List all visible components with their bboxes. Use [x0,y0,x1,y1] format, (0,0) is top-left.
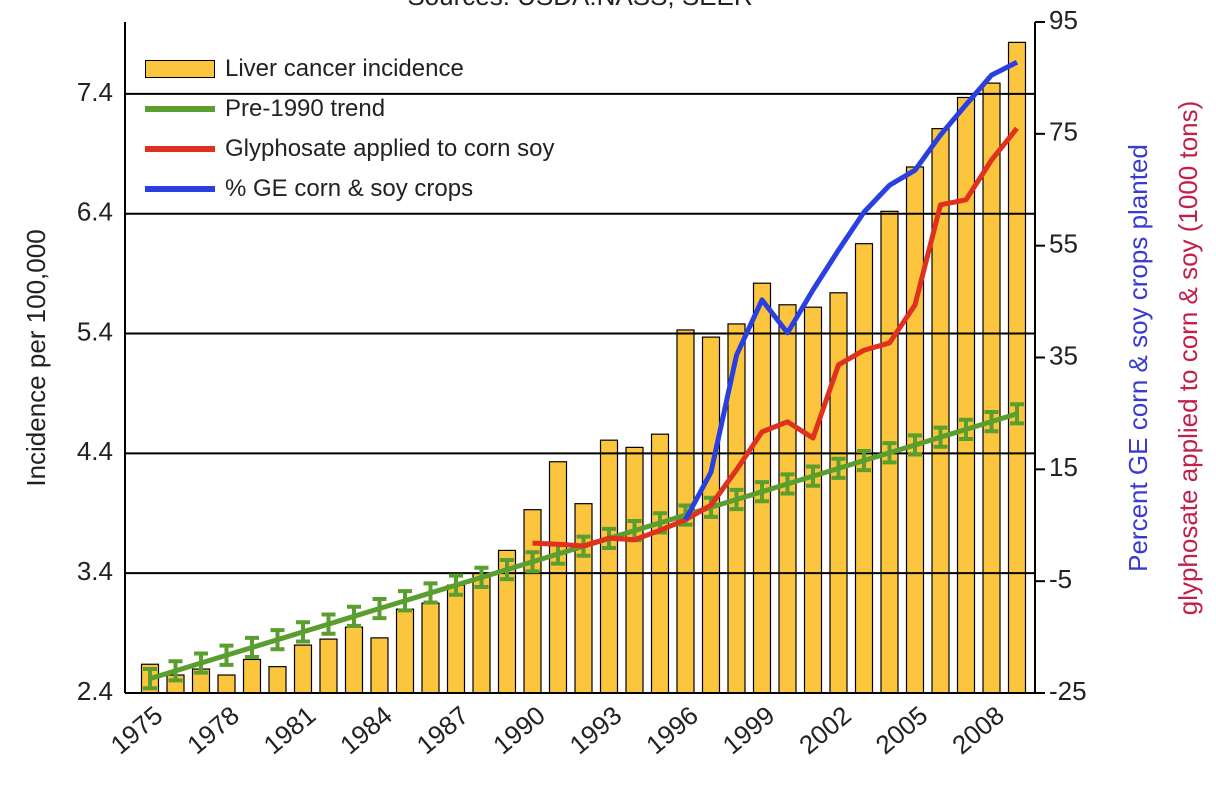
y-axis-label: Incidence per 100,000 [21,229,51,486]
y2-tick-label: 15 [1049,452,1078,482]
y2-tick-label: -5 [1049,564,1072,594]
x-tick-label: 1978 [181,700,245,760]
bar [523,509,542,694]
x-tick-label: 2005 [870,700,934,760]
error-bar [882,441,897,465]
legend-label: % GE corn & soy crops [225,175,474,202]
bar [625,446,644,694]
legend-swatch [145,146,215,152]
legend-swatch [145,106,215,112]
lines [143,60,1024,691]
line [532,126,1019,549]
error-bar [321,612,336,636]
bar [548,461,568,694]
bar [293,644,313,694]
line [683,60,1019,521]
x-tick-label: 1981 [258,700,322,760]
y-tick-label: 2.4 [77,676,113,706]
error-bar [143,667,157,691]
error-bar [245,635,259,660]
bar [574,503,593,694]
bar [599,439,619,694]
x-tick-label: 2008 [946,700,1010,760]
y-tick-label: 6.4 [77,197,113,227]
error-bar [296,620,310,644]
bar [268,666,287,694]
error-bar [755,480,769,504]
legend-label: Liver cancer incidence [225,55,464,82]
error-bar [933,425,948,449]
x-tick-label: 1999 [717,700,781,760]
legend-entry: Liver cancer incidence [145,54,565,84]
error-bar [270,628,285,652]
error-bar [729,487,744,512]
y-tick-label: 7.4 [77,77,113,107]
bar [446,584,466,694]
x-tick-label: 1984 [334,700,398,760]
error-bar [194,651,208,675]
chart-title: Sources: USDA:NASS; SEER [407,0,752,11]
bar [421,602,440,694]
bar [905,166,925,694]
bar [370,637,389,694]
error-bar [500,557,514,582]
x-tick-label: 1987 [411,700,475,760]
bar [217,674,236,694]
error-bar [525,550,540,574]
legend-label: Glyphosate applied to corn soy [225,135,555,162]
y2-tick-label: -25 [1049,676,1087,706]
y2-tick-label: 75 [1049,117,1078,147]
bar [395,608,415,694]
x-tick-label: 2002 [793,700,857,760]
y2-tick-label: 35 [1049,340,1078,370]
error-bar [1010,402,1024,426]
bar [242,658,262,694]
error-bar [806,464,820,488]
legend-entry: % GE corn & soy crops [145,174,565,204]
error-bar [474,565,489,589]
legend: Liver cancer incidence Pre-1990 trend Glyp… [145,54,565,214]
legend-entry: Pre-1990 trend [145,94,565,124]
error-bar [449,573,463,597]
bar [472,572,491,694]
y2-axis-label: glyphosate applied to corn & soy (1000 t… [1173,101,1203,616]
error-bar [780,472,795,496]
bar [344,626,364,694]
x-tick-label: 1996 [640,700,704,760]
y-tick-label: 3.4 [77,556,113,586]
bar [650,433,670,694]
legend-label: Pre-1990 trend [225,95,386,122]
x-tick-label: 1990 [487,700,551,760]
bar [829,292,848,694]
error-bar [168,659,183,683]
y2-tick-label: 95 [1049,5,1078,35]
error-bar [347,604,361,628]
bar [982,82,1001,694]
y-tick-label: 4.4 [77,436,113,466]
bar [1007,41,1027,694]
error-bar [423,581,438,605]
error-bar [398,589,412,613]
x-tick-label: 1993 [564,700,628,760]
legend-swatch [145,60,215,78]
error-bar [831,456,846,480]
x-tick-label: 1975 [105,700,169,760]
y2-axis-label: Percent GE corn & soy crops planted [1123,144,1153,572]
bar [778,304,797,694]
error-bar [219,643,234,667]
bar [803,306,823,694]
error-bar [372,596,387,621]
y2-tick-label: 55 [1049,229,1078,259]
y-tick-label: 5.4 [77,316,113,346]
error-bar [959,417,973,441]
legend-entry: Glyphosate applied to corn soy [145,134,565,164]
legend-swatch [145,186,215,192]
error-bar [857,448,871,473]
error-bar [908,433,922,457]
error-bar [984,410,999,434]
bar [319,638,338,694]
